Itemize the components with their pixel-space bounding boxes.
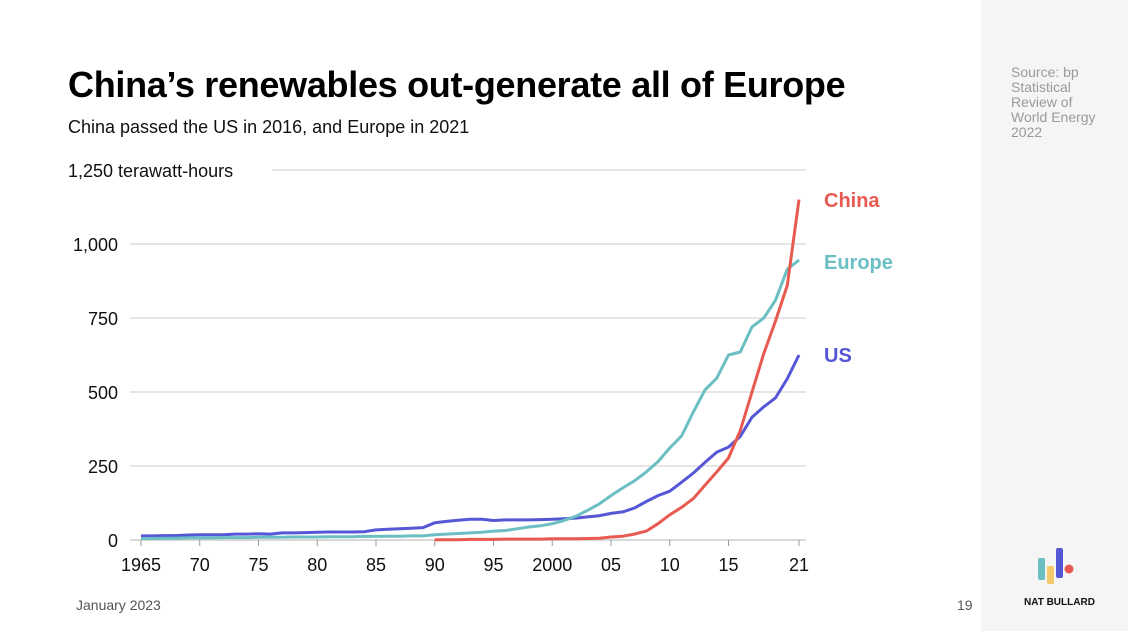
x-tick-label: 75	[248, 555, 268, 575]
y-tick-label: 0	[108, 531, 118, 551]
series-line-us	[141, 354, 801, 538]
x-tick-label: 21	[789, 555, 809, 575]
x-tick-label: 2000	[532, 555, 572, 575]
chart-subtitle: China passed the US in 2016, and Europe …	[68, 117, 470, 137]
x-tick-label: 15	[718, 555, 738, 575]
series-label-europe: Europe	[824, 252, 893, 274]
x-tick-label: 1965	[121, 555, 161, 575]
x-tick-label: 85	[366, 555, 386, 575]
source-note: Source: bp Statistical Review of World E…	[1011, 64, 1096, 140]
x-tick-label: 90	[425, 555, 445, 575]
x-tick-label: 95	[483, 555, 503, 575]
page-number: 19	[957, 597, 973, 613]
y-tick-label: 250	[88, 457, 118, 477]
footer-date: January 2023	[76, 597, 161, 613]
y-tick-label: 750	[88, 309, 118, 329]
sidebar-panel	[981, 0, 1128, 631]
y-tick-label: 1,250 terawatt-hours	[68, 161, 233, 181]
x-tick-label: 80	[307, 555, 327, 575]
series-label-us: US	[824, 345, 852, 367]
series-line-europe	[141, 258, 800, 540]
series-label-china: China	[824, 190, 880, 212]
brand-logo-icon	[1038, 548, 1074, 584]
x-tick-label: 05	[601, 555, 621, 575]
x-tick-label: 10	[660, 555, 680, 575]
y-tick-label: 1,000	[73, 235, 118, 255]
brand-name: NAT BULLARD	[1024, 597, 1095, 608]
series-line-china	[434, 199, 801, 542]
chart-title: China’s renewables out-generate all of E…	[68, 64, 846, 105]
x-tick-label: 70	[190, 555, 210, 575]
y-tick-label: 500	[88, 383, 118, 403]
